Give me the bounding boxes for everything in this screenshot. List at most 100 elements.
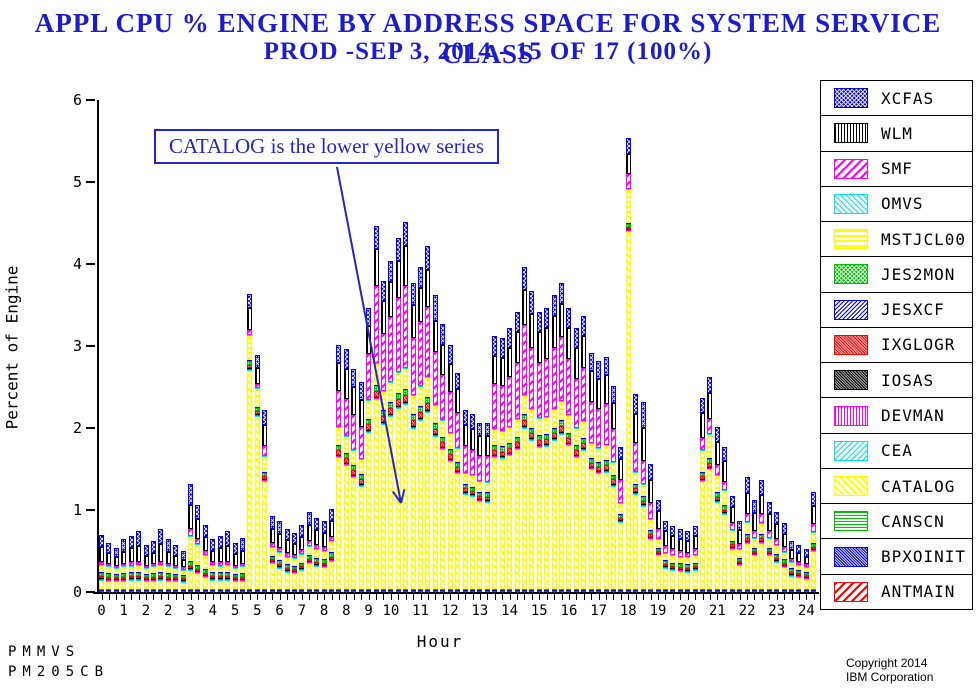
bar-segment-smf (321, 546, 327, 551)
legend-row-jes2mon: JES2MON (821, 256, 972, 291)
bar-segment-wlm (648, 479, 654, 503)
bar-segment-cea (440, 448, 446, 450)
x-tick-label: 13 (471, 603, 489, 619)
stacked-bar (188, 484, 194, 592)
bar-segment-omvs (455, 447, 461, 449)
bar-segment-jesxcf (239, 573, 245, 575)
bar-segment-catalog (551, 441, 557, 589)
bar-segment-antmain (432, 591, 438, 592)
bar-segment-bpxoinit (136, 590, 142, 591)
bar-segment-wlm (113, 557, 119, 566)
x-tick (798, 594, 800, 600)
bar-segment-ixglogr (432, 428, 438, 435)
x-tick (264, 594, 266, 600)
bar-segment-xcfas (254, 355, 260, 368)
x-tick-label: 10 (382, 603, 400, 619)
bar-segment-antmain (462, 591, 468, 592)
copyright-line2: IBM Corporation (846, 670, 934, 684)
bar-segment-canscn (588, 589, 594, 590)
bar-segment-omvs (551, 409, 557, 411)
bar-segment-xcfas (640, 402, 646, 429)
x-tick (732, 594, 734, 600)
bar-segment-omvs (128, 565, 134, 567)
bar-segment-canscn (380, 589, 386, 590)
y-tick (86, 99, 95, 101)
bar-segment-smf (796, 561, 802, 565)
bar-segment-antmain (410, 591, 416, 592)
bar-segment-devman (247, 368, 253, 370)
bar-segment-catalog (751, 556, 757, 589)
bar-segment-jesxcf (559, 420, 565, 422)
x-tick-label: 9 (364, 603, 373, 619)
bar-segment-devman (455, 472, 461, 474)
bar-segment-devman (180, 581, 186, 583)
bar-segment-smf (737, 544, 743, 550)
bar-segment-catalog (737, 566, 743, 589)
bar-segment-catalog (351, 478, 357, 589)
x-tick-label: 20 (679, 603, 697, 619)
bar-segment-xcfas (158, 528, 164, 544)
bar-segment-canscn (625, 589, 631, 590)
bar-segment-antmain (158, 591, 164, 592)
bar-segment-smf (462, 446, 468, 473)
bar-segment-cea (722, 514, 728, 516)
bar-segment-smf (366, 354, 372, 400)
bar-segment-cea (700, 481, 706, 483)
bar-segment-devman (150, 579, 156, 581)
bar-segment-jes2mon (432, 424, 438, 429)
bar-segment-jesxcf (136, 572, 142, 574)
bar-segment-mstjcl00 (440, 421, 446, 437)
bar-segment-antmain (351, 591, 357, 592)
x-tick (168, 594, 170, 600)
bar-segment-catalog (291, 574, 297, 589)
bar-segment-antmain (677, 591, 683, 592)
bar-segment-iosas (447, 458, 453, 460)
bar-segment-ixglogr (314, 561, 320, 564)
bar-segment-xcfas (321, 520, 327, 533)
bar-segment-jesxcf (291, 565, 297, 567)
bar-segment-wlm (366, 325, 372, 355)
bar-segment-jesxcf (492, 444, 498, 446)
x-tick-label: 0 (97, 603, 106, 619)
stacked-bar (366, 307, 372, 592)
bar-segment-bpxoinit (507, 590, 513, 591)
bar-segment-mstjcl00 (291, 559, 297, 566)
bar-segment-omvs (529, 409, 535, 411)
bar-segment-smf (677, 550, 683, 557)
bar-segment-devman (121, 579, 127, 581)
y-tick (86, 345, 95, 347)
bar-segment-canscn (173, 589, 179, 590)
bar-segment-devman (262, 480, 268, 482)
bar-segment-catalog (789, 576, 795, 589)
bar-segment-cea (551, 440, 557, 442)
bar-segment-jesxcf (403, 389, 409, 391)
bar-segment-wlm (610, 402, 616, 430)
bar-segment-jes2mon (759, 535, 765, 539)
bar-segment-omvs (507, 426, 513, 428)
stacked-bar (418, 266, 424, 592)
bar-segment-antmain (210, 591, 216, 592)
bar-segment-antmain (559, 591, 565, 592)
bar-segment-cea (447, 460, 453, 462)
bar-segment-jes2mon (774, 555, 780, 558)
stacked-bar (195, 504, 201, 592)
bar-segment-jes2mon (321, 560, 327, 563)
bar-segment-ixglogr (573, 449, 579, 455)
bar-segment-canscn (477, 589, 483, 590)
bar-segment-devman (662, 566, 668, 568)
bar-segment-jes2mon (625, 223, 631, 227)
bar-segment-mstjcl00 (722, 490, 728, 506)
bar-segment-ixglogr (648, 534, 654, 537)
bar-segment-devman (729, 547, 735, 549)
bar-segment-iosas (781, 564, 787, 566)
bar-segment-cea (714, 501, 720, 503)
bar-segment-wlm (106, 553, 112, 564)
magenta-vertical-lines-swatch-icon (834, 405, 868, 426)
bar-segment-iosas (128, 577, 134, 579)
bar-segment-mstjcl00 (173, 569, 179, 574)
bar-segment-omvs (625, 188, 631, 190)
bar-segment-smf (403, 285, 409, 368)
legend-row-ixglogr: IXGLOGR (821, 326, 972, 362)
bar-segment-antmain (477, 591, 483, 592)
bar-segment-bpxoinit (677, 590, 683, 591)
